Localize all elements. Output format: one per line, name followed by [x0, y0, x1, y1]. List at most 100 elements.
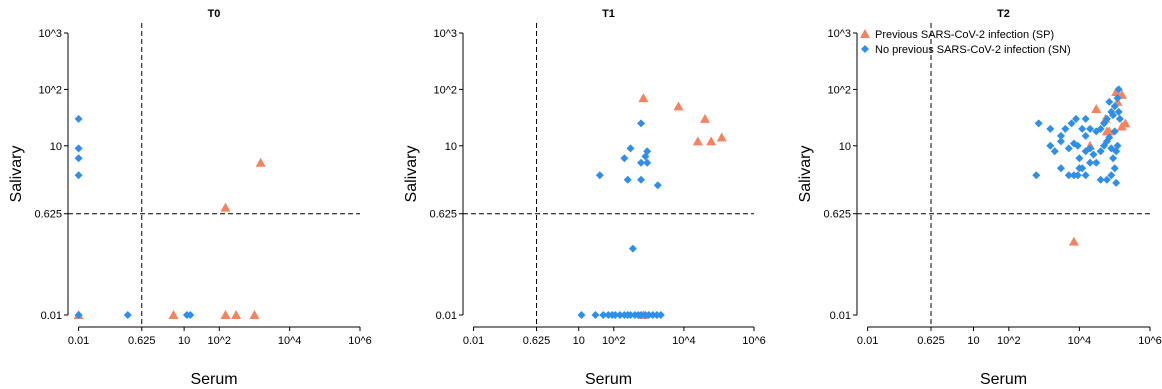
sn-point: [1078, 164, 1087, 173]
sn-point: [186, 311, 195, 319]
sn-point: [1078, 124, 1087, 133]
sn-point: [74, 154, 83, 163]
x-axis-label: Serum: [585, 371, 632, 388]
sn-point: [1075, 154, 1084, 163]
sn-point: [591, 311, 600, 319]
sp-point: [231, 310, 242, 319]
x-tick-label: 10^4: [278, 335, 302, 347]
sp-point: [249, 310, 260, 319]
sn-point: [637, 119, 646, 128]
sp-point: [220, 310, 231, 319]
x-tick-label: 0.625: [523, 335, 551, 347]
x-tick-label: 0.01: [463, 335, 484, 347]
sn-point: [1086, 144, 1095, 153]
sn-point: [1056, 131, 1065, 140]
sn-point: [1102, 175, 1111, 184]
y-tick-label: 10: [839, 141, 851, 153]
sn-point: [595, 171, 604, 180]
y-tick-label: 0.625: [823, 209, 851, 221]
x-tick-label: 10^2: [208, 335, 232, 347]
sn-point: [648, 311, 657, 319]
sn-point: [1114, 85, 1123, 94]
sn-point: [1102, 114, 1111, 123]
sn-point: [1081, 131, 1090, 140]
sn-point: [577, 311, 586, 319]
sn-point: [1064, 144, 1073, 153]
x-axis-label: Serum: [980, 371, 1027, 388]
sn-point: [1081, 171, 1090, 180]
sp-point: [1111, 86, 1122, 96]
sn-point: [623, 175, 632, 184]
y-axis-label: Salivary: [8, 146, 25, 203]
sn-point: [1046, 141, 1055, 150]
y-tick-label: 10: [50, 141, 62, 153]
x-tick-label: 0.625: [128, 335, 156, 347]
y-axis-label: Salivary: [403, 146, 420, 203]
sn-point: [1109, 111, 1118, 120]
sn-point: [620, 154, 629, 163]
legend-entry: Previous SARS-CoV-2 infection (SP): [875, 29, 1054, 41]
y-tick-label: 10^3: [827, 28, 851, 40]
sn-point: [1105, 97, 1114, 106]
sn-point: [1109, 154, 1118, 163]
sn-point: [123, 311, 132, 319]
panel-title: T2: [997, 8, 1010, 20]
y-tick-label: 10^3: [433, 28, 457, 40]
sn-point: [1115, 114, 1124, 123]
sn-point: [1110, 127, 1119, 136]
sn-point: [1089, 150, 1098, 159]
sp-point: [699, 113, 710, 123]
y-tick-label: 10: [445, 141, 457, 153]
sn-point: [1096, 147, 1105, 156]
sn-point: [1112, 178, 1121, 187]
sp-point: [220, 202, 231, 212]
y-tick-label: 10^2: [38, 84, 62, 96]
sn-point: [1067, 119, 1076, 128]
panel-t2: T2 0.01 0.625 10 10^2 10^3 0.01 0.625 10 10^2 10^4…: [797, 8, 1162, 388]
sn-point: [1073, 141, 1082, 150]
y-tick-label: 10^3: [38, 28, 62, 40]
sn-point: [637, 311, 646, 319]
sn-point: [1096, 124, 1105, 133]
sp-point: [706, 136, 717, 146]
sn-point: [1096, 175, 1105, 184]
sp-point: [692, 136, 703, 146]
sn-point: [628, 244, 637, 253]
x-tick-label: 10^2: [997, 335, 1021, 347]
sn-point: [1110, 102, 1119, 111]
legend-sn-marker: [861, 45, 869, 53]
sp-point: [716, 132, 727, 142]
sn-point: [611, 311, 620, 319]
sn-point: [599, 311, 608, 319]
sp-point: [638, 93, 649, 103]
x-tick-label: 10^6: [348, 335, 372, 347]
sn-point: [1056, 137, 1065, 146]
sp-point: [1104, 126, 1115, 136]
sn-point: [643, 158, 652, 167]
sn-point: [1056, 164, 1065, 173]
x-tick-label: 0.625: [917, 335, 945, 347]
sn-point: [74, 311, 83, 319]
sn-point: [656, 311, 665, 319]
sn-point: [1034, 119, 1043, 128]
sn-point: [1113, 94, 1122, 103]
sn-point: [1081, 114, 1090, 123]
sp-point: [1091, 103, 1102, 113]
sn-point: [641, 152, 650, 161]
x-axis-label: Serum: [190, 371, 237, 388]
x-tick-label: 10^4: [1068, 335, 1092, 347]
y-tick-label: 0.01: [830, 310, 851, 322]
sp-point: [168, 310, 179, 319]
sn-point: [653, 181, 662, 190]
sn-point: [626, 144, 635, 153]
x-tick-label: 10: [573, 335, 585, 347]
sn-point: [1050, 147, 1059, 156]
sn-point: [1032, 171, 1041, 180]
sn-point: [1105, 133, 1114, 142]
sn-point: [1092, 158, 1101, 167]
x-tick-label: 0.01: [857, 335, 878, 347]
x-tick-label: 10^2: [602, 335, 626, 347]
sn-point: [626, 311, 635, 319]
sn-point: [1086, 124, 1095, 133]
x-tick-label: 10: [178, 335, 190, 347]
